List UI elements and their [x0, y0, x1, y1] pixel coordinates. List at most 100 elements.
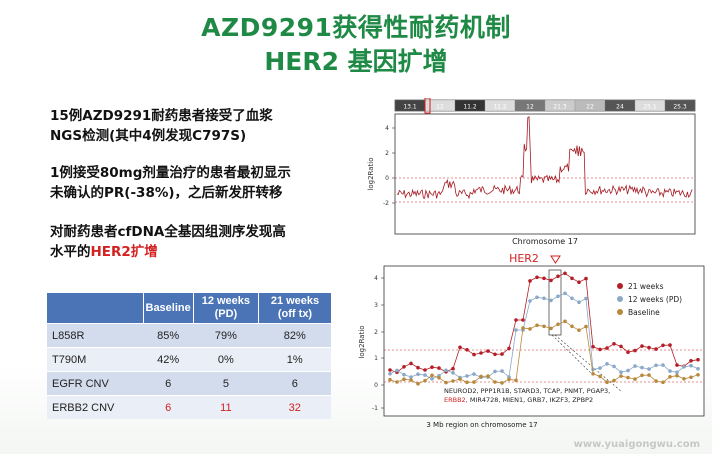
series-21-weeks-point — [549, 278, 553, 283]
series-baseline-point — [528, 327, 532, 331]
series-baseline-point — [668, 375, 672, 379]
y-tick-label: -2 — [383, 200, 389, 207]
series-21-weeks-point — [493, 352, 497, 357]
x-axis-label: Chromosome 17 — [512, 237, 578, 246]
series-12-weeks-point — [591, 367, 595, 372]
series-12-weeks-point — [619, 370, 623, 374]
ideogram-band-label: 22 — [586, 104, 594, 111]
gene-list-erbb2: ERBB2, — [444, 396, 468, 404]
series-21-weeks-point — [584, 276, 588, 281]
bullet-1-line1: 15例AZD9291耐药患者接受了血浆 — [50, 108, 273, 124]
series-12-weeks-point — [514, 328, 518, 332]
series-12-weeks-point — [605, 362, 609, 366]
her2-region-chart: HER2 4 3 2 1 0 -1 log2Ratio 21 weeks 12 weeks (PD… — [358, 252, 705, 429]
table-cell: 82% — [258, 323, 331, 348]
table-row: ERBB2 CNV 6 11 32 — [47, 395, 331, 419]
series-baseline-point — [444, 380, 448, 385]
series-12-weeks-point — [696, 367, 700, 371]
y-tick-label: -1 — [372, 405, 378, 412]
table-cell: 85% — [143, 323, 194, 348]
bullet-3-line2: 水平的HER2扩增 — [50, 242, 350, 262]
series-12-weeks-point — [465, 374, 469, 378]
table-header-cell: Baseline — [143, 293, 194, 324]
series-baseline-point — [689, 375, 693, 380]
ideogram-band-label: 24 — [616, 104, 624, 111]
series-21-weeks-point — [423, 368, 427, 372]
series-21-weeks-point — [521, 318, 525, 322]
title-line2: HER2 基因扩增 — [264, 47, 448, 76]
series-baseline-point — [521, 326, 525, 330]
table-cell: 79% — [193, 323, 259, 348]
y-axis-label: log2Ratio — [367, 157, 375, 190]
table-cell: 42% — [143, 347, 194, 372]
bullet-1-line2: NGS检测(其中4例发现C797S) — [50, 128, 247, 144]
table-cell: 0% — [193, 347, 259, 372]
gene-list-line2: ERBB2, MIR4728, MIEN1, GRB7, IKZF3, ZPBP… — [444, 396, 593, 404]
y-tick-label: 0 — [385, 175, 389, 182]
series-baseline-point — [675, 373, 679, 378]
series-baseline-point — [472, 380, 476, 384]
bullet-2-line1: 1例接受80mg剂量治疗的患者最初显示 — [50, 165, 291, 181]
series-baseline-point — [598, 374, 602, 379]
callout-line — [551, 334, 593, 375]
ideogram-band-label: 12 — [526, 104, 534, 111]
series-12-weeks-point — [661, 363, 665, 367]
series-12-weeks-point — [493, 369, 497, 374]
table-cell: 5 — [193, 371, 259, 396]
series-12-weeks-point — [640, 365, 644, 370]
y-tick-label: 4 — [374, 275, 378, 282]
series-baseline-point — [388, 377, 392, 382]
series-12-weeks-point — [570, 296, 574, 301]
series-baseline-point — [633, 377, 637, 381]
legend-marker — [617, 296, 623, 302]
series-baseline-point — [416, 382, 420, 386]
gene-list-line1: NEUROD2, PPP1R1B, STARD3, TCAP, PNMT, PG… — [444, 387, 610, 395]
series-21-weeks-point — [507, 346, 511, 351]
ideogram-marker — [424, 98, 431, 114]
series-21-weeks-point — [416, 365, 420, 370]
series-baseline-point — [451, 379, 455, 383]
series-21-weeks-point — [563, 271, 567, 276]
bullet-1: 15例AZD9291耐药患者接受了血浆 NGS检测(其中4例发现C797S) — [50, 106, 350, 146]
series-baseline-point — [682, 377, 686, 381]
table-header-cell: 12 weeks (PD) — [193, 293, 260, 324]
legend-label: 21 weeks — [628, 282, 664, 291]
series-21-weeks-point — [605, 346, 609, 350]
bullet-2-line2: 未确认的PR(-38%)，之后新发肝转移 — [50, 185, 283, 201]
series-baseline-point — [437, 376, 441, 380]
series-12-weeks-point — [395, 368, 399, 373]
table-header-cell: 21 weeks (off tx) — [258, 293, 331, 324]
series-baseline-point — [479, 374, 483, 379]
series-baseline-point — [395, 380, 399, 384]
series-12-weeks-point — [402, 372, 406, 377]
gene-marker-icon — [550, 255, 561, 264]
legend-marker — [617, 283, 623, 289]
series-baseline-point — [423, 378, 427, 383]
series-12-weeks-point — [388, 372, 392, 376]
ideogram-band-label: 13.1 — [403, 104, 417, 111]
series-12-weeks-point — [500, 369, 504, 373]
series-21-weeks-point — [437, 366, 441, 370]
ideogram-band-label: 25.3 — [673, 104, 687, 111]
ideogram-band-label: 11.2 — [463, 104, 477, 111]
table-cell: 32 — [258, 395, 331, 419]
gene-list-rest: MIR4728, MIEN1, GRB7, IKZF3, ZPBP2 — [468, 396, 593, 404]
copy-number-trace — [396, 116, 693, 200]
series-baseline-point — [430, 373, 434, 378]
series-12-weeks-point — [472, 372, 476, 376]
legend-label: Baseline — [628, 308, 660, 317]
series-12-weeks-point — [563, 291, 567, 296]
series-12-weeks-point — [626, 368, 630, 373]
table-cell: 6 — [143, 371, 194, 396]
series-21-weeks-point — [570, 276, 574, 281]
series-21-weeks-point — [409, 361, 413, 366]
series-12-weeks-point — [647, 367, 651, 371]
series-12-weeks-point — [612, 364, 616, 369]
series-21-weeks-point — [577, 280, 581, 284]
ideogram-band-label: 12 — [436, 104, 444, 111]
series-21-weeks-point — [451, 366, 455, 371]
y-tick-label: 1 — [374, 355, 378, 362]
table-cell: 1% — [258, 347, 331, 372]
table-row: L858R 85% 79% 82% — [47, 323, 331, 348]
